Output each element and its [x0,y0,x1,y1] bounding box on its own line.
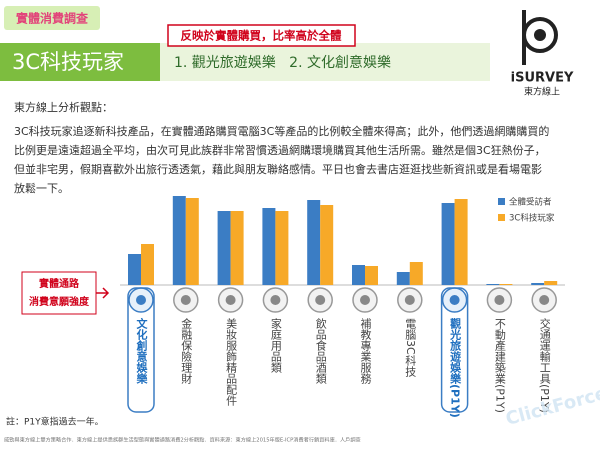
bar [486,284,500,285]
bar [454,199,468,285]
tag-box [4,6,100,30]
analysis: 東方線上分析觀點： 3C科技玩家追逐新科技產品，在實體通路購買電腦3C等產品的比… [14,100,549,195]
x-tick-label: 家庭用品類 [269,317,282,374]
x-tick-label: 文化創意娛樂 [135,317,149,385]
x-tick-label: 觀光旅遊娛樂(P1Y) [449,317,463,418]
logo-pupil [534,29,546,41]
bar [396,272,410,285]
category-icon-dot [360,295,370,305]
x-tick-label: 金融保險理財 [180,317,193,384]
logo-brand: iSURVEY [511,71,574,86]
bar [185,198,199,285]
analysis-heading: 東方線上分析觀點： [14,100,113,114]
category-icon-dot [449,295,460,305]
analysis-line: 比例更是遠遠超過全平均，由次可見此族群非常習慣透過網購環境購買其他生活所需。雖然… [14,143,546,157]
subtitle: 1. 觀光旅遊娛樂 2. 文化創意娛樂 [174,54,391,71]
y-label: 實體通路 [39,277,80,290]
subtitle-band [160,43,490,81]
tag: 實體消費調查 [16,11,89,26]
analysis-line: 放鬆一下。 [14,181,69,195]
x-tick-label: 不動產建築業(P1Y) [493,318,506,413]
title-banner [0,43,160,81]
bar [365,266,378,285]
category-icon-dot [404,295,415,305]
x-tick-label: 補教專業服務 [359,318,372,385]
bar [128,254,141,285]
bar [307,200,321,285]
x-tick-label: 電腦3C科技 [404,318,417,378]
legend-label: 全體受訪者 [509,197,552,208]
bar [352,265,365,285]
y-label-arrow [96,287,110,299]
logo-name: 東方線上 [524,86,560,98]
analysis-line: 但並非宅男，假期喜歡外出旅行透透氣，藉此與朋友聯絡感情。平日也會去書店逛逛找些新… [14,162,542,176]
category-icon-dot [494,295,505,305]
x-tick-label: 美妝服飾精品配件 [225,318,238,407]
logo: iSURVEY 東方線上 [511,10,574,98]
category-highlight [440,287,469,413]
bar [531,283,545,285]
legend-label: 3C科技玩家 [509,213,555,224]
legend-swatch [498,198,505,205]
bar [499,284,513,285]
y-label-box [21,271,97,315]
category-icon-dot [225,295,236,305]
x-tick-label: 飲品食品酒類 [314,317,327,385]
bar [544,281,558,285]
bar [141,244,154,285]
category-icon-dot [180,295,191,305]
highlight: 反映於實體購買，比率高於全體 [181,29,342,43]
bar [409,262,423,285]
bar [172,196,186,285]
category-icon-dot [539,295,550,305]
bar [230,211,244,285]
category-icon-dot [136,295,146,305]
category-highlight [127,287,155,413]
title: 3C科技玩家 [12,50,124,74]
highlight-box [167,24,356,47]
footer-note: 註：P1Y意指過去一年。 [6,416,104,428]
y-label: 消費意願強度 [29,295,90,308]
legend-swatch [498,214,505,221]
bar [320,205,334,285]
footer-source: 威勁與東方線上雙方策略合作．東方線上提供悉族群生活型態與實體通路消費2分析觀點．… [4,436,361,444]
x-tick-label: 交通運輸工具(P1Y) [538,317,551,413]
logo-bar [522,10,526,65]
category-icon-dot [270,295,281,305]
category-icon-dot [315,295,326,305]
bar [441,203,455,285]
bar [217,211,231,285]
bar [262,208,276,285]
analysis-line: 3C科技玩家追逐新科技產品，在實體通路購買電腦3C等產品的比例較全體來得高；此外… [14,124,549,138]
bar [275,211,289,285]
